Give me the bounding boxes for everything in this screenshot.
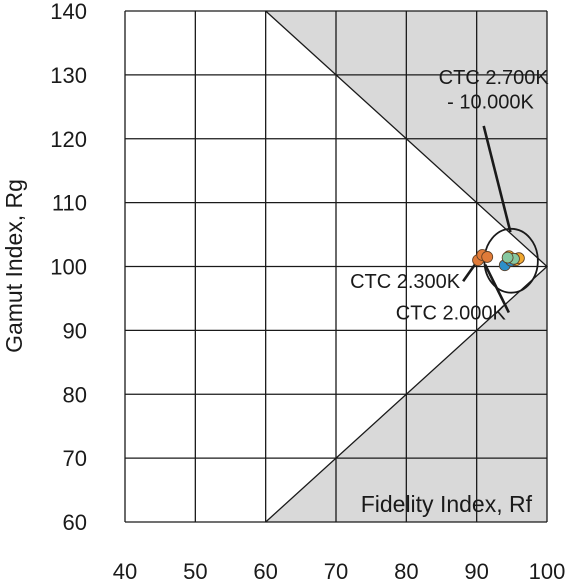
x-tick-labels: 40 50 60 70 80 90 100 [113, 559, 566, 580]
y-tick-label: 110 [52, 191, 87, 216]
x-tick-label: 50 [183, 559, 207, 580]
x-tick-label: 90 [464, 559, 488, 580]
y-tick-labels: 60 70 80 90 100 110 120 130 140 [50, 0, 87, 535]
annotations: CTC 2.700K - 10.000K CTC 2.300K CTC 2.000K [350, 67, 549, 325]
annotation-label: CTC 2.700K [439, 67, 550, 89]
x-axis-title: Fidelity Index, Rf [361, 491, 533, 517]
y-tick-label: 100 [50, 255, 87, 280]
x-tick-label: 70 [324, 559, 348, 580]
annotation-label: CTC 2.300K [350, 271, 461, 293]
annotation-label: CTC 2.000K [396, 303, 507, 325]
y-tick-label: 120 [50, 127, 87, 152]
y-tick-label: 70 [63, 446, 87, 471]
x-tick-label: 40 [113, 559, 137, 580]
boundary-line [265, 10, 548, 523]
y-axis-title: Gamut Index, Rg [1, 179, 27, 353]
y-tick-label: 60 [63, 510, 87, 535]
annotation-label: - 10.000K [447, 92, 534, 114]
y-tick-label: 140 [50, 0, 87, 24]
data-point [481, 251, 494, 263]
x-tick-label: 100 [529, 559, 566, 580]
data-point [501, 251, 514, 264]
boundary-layer [265, 10, 548, 523]
annotation-leader [482, 125, 512, 233]
y-tick-label: 90 [63, 318, 87, 343]
data-points [472, 249, 525, 272]
x-tick-label: 60 [253, 559, 277, 580]
y-tick-label: 80 [63, 382, 87, 407]
x-tick-label: 80 [394, 559, 418, 580]
grid-layer [124, 10, 548, 523]
y-tick-label: 130 [50, 63, 87, 88]
